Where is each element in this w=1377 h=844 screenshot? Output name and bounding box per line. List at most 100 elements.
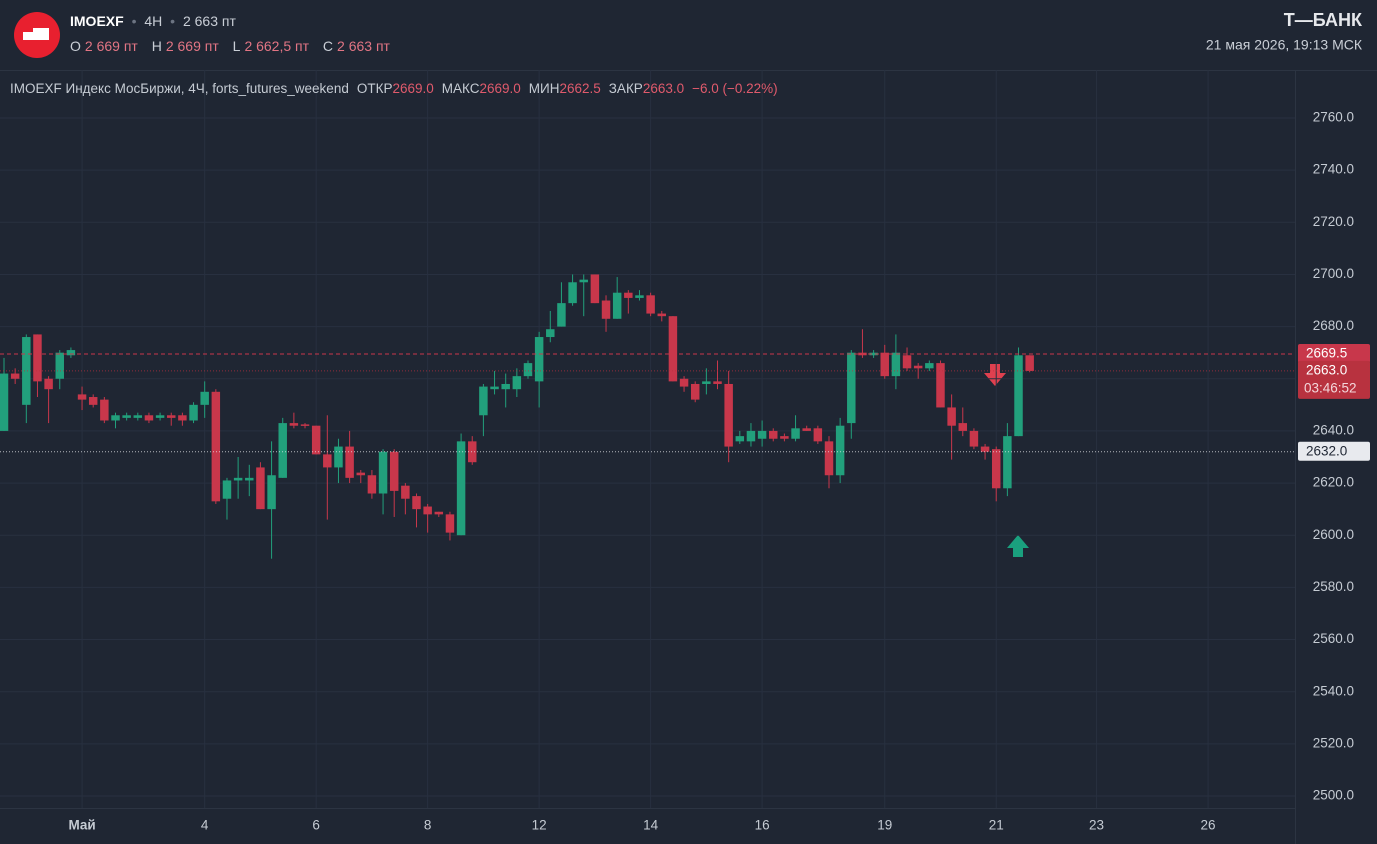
legend-value: 2662.5 — [559, 81, 601, 96]
candle-body — [891, 352, 901, 377]
y-tick-label: 2700.0 — [1313, 266, 1354, 281]
candle-body — [445, 514, 455, 533]
price-label-box — [1298, 360, 1370, 399]
candle-body — [947, 407, 956, 426]
logo — [14, 12, 60, 58]
candle-body — [233, 477, 243, 481]
legend-label: ЗАКР — [608, 81, 643, 96]
candle-body — [245, 477, 254, 481]
datetime: 21 мая 2026, 19:13 МСК — [1206, 37, 1363, 53]
sell-arrow — [984, 364, 1006, 386]
candle-body — [133, 415, 143, 418]
brand: Т—БАНК — [1284, 10, 1363, 30]
y-tick-label: 2680.0 — [1313, 318, 1354, 333]
y-tick-label: 2620.0 — [1313, 475, 1354, 490]
candle-body — [757, 430, 767, 439]
candle-body — [88, 397, 98, 405]
ohlc-value: 2 669 пт — [165, 38, 219, 54]
candle-body — [200, 391, 209, 405]
ohlc-value: 2 662,5 пт — [244, 38, 310, 54]
candle-body — [189, 404, 198, 421]
ohlc-value: 2 663 пт — [337, 38, 390, 54]
candle-body — [1003, 436, 1012, 489]
candle-body — [523, 363, 533, 377]
candle-body — [746, 430, 756, 442]
candle-body — [791, 428, 800, 439]
buy-arrow — [1007, 535, 1029, 557]
logo-shape — [23, 28, 49, 40]
candle-body — [434, 511, 444, 515]
candle-body — [401, 485, 410, 499]
candle-body — [913, 365, 923, 369]
candle-body — [289, 423, 299, 426]
candle-body — [479, 386, 488, 416]
y-tick-label: 2600.0 — [1313, 527, 1354, 542]
candle-body — [412, 496, 421, 510]
candle-body — [958, 423, 968, 431]
dot: • — [131, 13, 137, 29]
candle-body — [568, 282, 577, 304]
y-tick-label: 2760.0 — [1313, 110, 1354, 125]
candle-body — [601, 300, 611, 319]
candle-body — [880, 352, 889, 377]
candle-body — [356, 472, 365, 476]
candle-body — [211, 391, 221, 502]
legend-value: 2669.0 — [479, 81, 521, 96]
candle-body — [0, 373, 9, 431]
price-label: 2669.5 — [1306, 346, 1347, 361]
candle-body — [991, 449, 1001, 489]
candle-body — [222, 480, 232, 499]
candle-body — [77, 394, 87, 400]
candle-body — [824, 441, 834, 476]
legend-label: МИН — [528, 81, 560, 96]
header-row: IMOEXF • 4H • 2 663 пт — [70, 13, 240, 29]
price-label: 2663.0 — [1306, 362, 1347, 377]
x-tick-label: 6 — [312, 818, 320, 833]
candle-body — [33, 334, 42, 382]
candle-body — [902, 355, 912, 369]
candle-body — [178, 415, 187, 421]
chart-title: IMOEXF Индекс МосБиржи, 4Ч, forts_future… — [10, 81, 349, 96]
legend-change: −6.0 (−0.22%) — [692, 81, 778, 96]
x-tick-label: 12 — [532, 818, 547, 833]
y-tick-label: 2740.0 — [1313, 162, 1354, 177]
ohlc-value: 2 669 пт — [84, 38, 138, 54]
candle-body — [423, 506, 432, 515]
candle-body — [311, 425, 321, 455]
legend-label: МАКС — [441, 81, 480, 96]
candle-body — [44, 378, 53, 390]
x-tick-label: 21 — [989, 818, 1004, 833]
candle-body — [534, 337, 544, 382]
ohlc-label: C — [322, 38, 334, 54]
candle-body — [167, 415, 176, 418]
x-tick-label: 23 — [1089, 818, 1104, 833]
candle-body — [724, 383, 733, 447]
candle-body — [679, 378, 689, 387]
price-label-box — [1298, 343, 1370, 363]
candle-body — [55, 352, 64, 379]
candle-body — [122, 415, 131, 418]
ohlc-label: O — [70, 38, 81, 54]
x-tick-label: 26 — [1201, 818, 1216, 833]
candle-body — [389, 451, 399, 491]
ohlc-label: L — [232, 38, 241, 54]
candle-body — [713, 381, 722, 384]
candle-body — [111, 415, 120, 421]
candle-body — [456, 441, 466, 536]
candle-body — [590, 274, 600, 304]
candle-body — [144, 415, 154, 421]
legend-label: ОТКР — [356, 81, 393, 96]
x-tick-label: 16 — [755, 818, 770, 833]
candle-body — [367, 475, 377, 494]
candle-body — [267, 475, 276, 510]
candle-body — [334, 446, 343, 468]
candle-body — [969, 430, 979, 447]
candle-body — [668, 316, 678, 382]
x-tick-label: 8 — [424, 818, 432, 833]
y-tick-label: 2560.0 — [1313, 631, 1354, 646]
y-tick-label: 2500.0 — [1313, 788, 1354, 803]
candle-body — [579, 279, 588, 283]
